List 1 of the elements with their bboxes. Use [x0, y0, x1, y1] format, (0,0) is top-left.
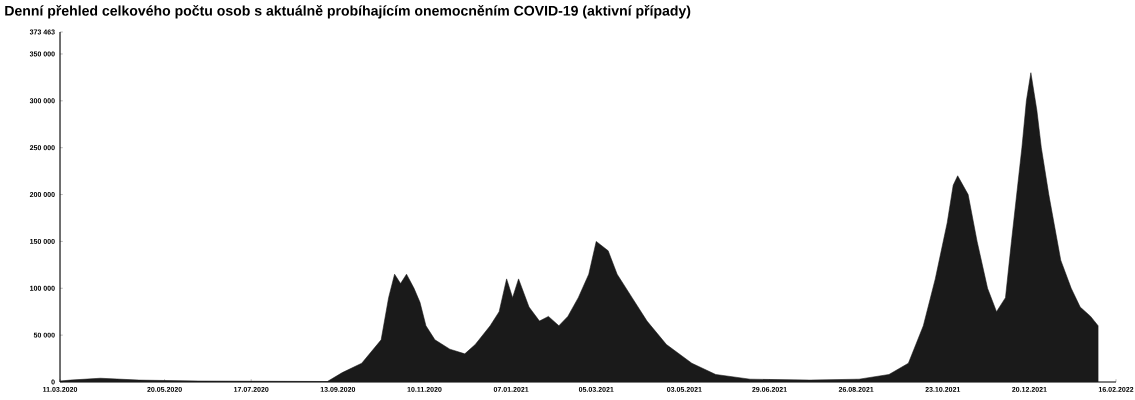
chart-title: Denní přehled celkového počtu osob s aktuálně probíhajícím onemocněním COVID-19 (aktivní případy)	[5, 5, 691, 19]
